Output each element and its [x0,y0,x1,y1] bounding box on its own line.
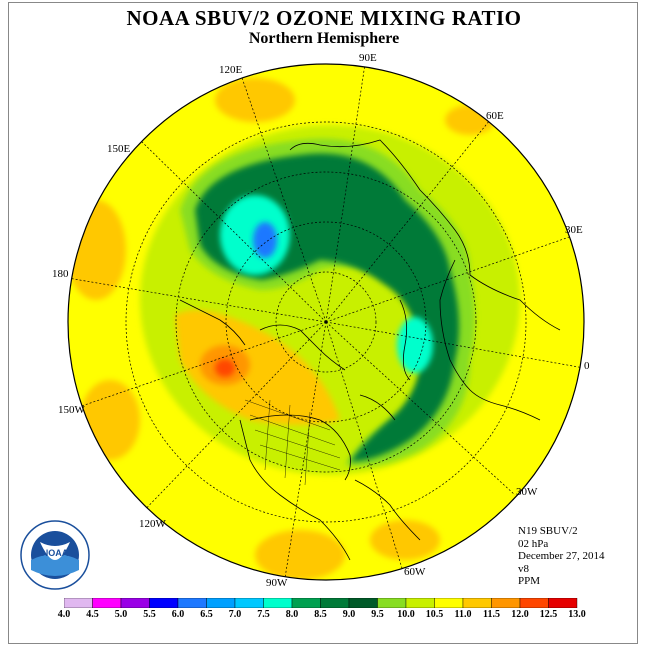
lon-label-30w: 30W [516,486,538,498]
info-pressure: 02 hPa [518,537,549,550]
colorbar-tick-label: 8.0 [285,609,299,620]
lon-label-30e: 30E [565,224,583,236]
colorbar-swatch [434,598,464,608]
colorbar-swatch [348,598,378,608]
colorbar-swatch [320,598,350,608]
info-version: v8 [518,562,529,575]
colorbar-swatch [491,598,521,608]
coastlines [179,139,561,561]
noaa-logo: NOAA [20,520,90,590]
colorbar-swatch [519,598,549,608]
colorbar-tick-label: 9.5 [371,609,384,620]
colorbar-tick-label: 9.0 [342,609,356,620]
lon-label-60w: 60W [404,566,426,578]
colorbar-tick-label: 11.5 [483,609,500,620]
lon-label-60e: 60E [486,110,504,122]
state-boundaries [244,399,341,486]
colorbar-tick-label: 8.5 [314,609,327,620]
colorbar-tick-label: 10.5 [425,609,444,620]
lon-label-90e: 90E [359,52,377,64]
colorbar-tick-label: 6.0 [171,609,185,620]
colorbar [64,598,578,608]
lon-label-90w: 90W [266,577,288,589]
colorbar-tick-label: 4.5 [86,609,99,620]
colorbar-tick-label: 4.0 [57,609,71,620]
ozone-field [68,64,584,580]
colorbar-tick-label: 5.0 [114,609,128,620]
lon-label-180: 180 [52,268,69,280]
colorbar-swatch [149,598,179,608]
colorbar-swatch [291,598,321,608]
colorbar-tick-label: 10.0 [397,609,415,620]
colorbar-tick-label: 11.0 [454,609,472,620]
colorbar-swatch [548,598,578,608]
colorbar-swatch [120,598,150,608]
lon-label-120w: 120W [139,518,166,530]
colorbar-tick-label: 12.5 [539,609,558,620]
colorbar-swatch [462,598,492,608]
colorbar-tick-label: 13.0 [568,609,586,620]
colorbar-swatch [177,598,207,608]
map-title: NOAA SBUV/2 OZONE MIXING RATIO [126,6,522,30]
colorbar-swatch [263,598,293,608]
lon-label-120e: 120E [219,64,243,76]
colorbar-swatch [64,598,93,608]
colorbar-tick-label: 5.5 [143,609,156,620]
lon-label-0: 0 [584,360,590,372]
colorbar-tick-label: 7.5 [257,609,270,620]
colorbar-swatch [405,598,435,608]
colorbar-swatch [377,598,407,608]
colorbar-swatch [234,598,264,608]
info-block: N19 SBUV/2 02 hPa December 27, 2014 v8 P… [518,525,604,588]
noaa-logo-text: NOAA [42,548,69,558]
colorbar-swatch [92,598,122,608]
colorbar-swatch [206,598,236,608]
map-subtitle: Northern Hemisphere [248,30,400,47]
lon-label-150w: 150W [58,404,85,416]
figure-frame [8,2,638,644]
colorbar-tick-label: 12.0 [511,609,529,620]
lon-label-150e: 150E [107,143,131,155]
info-instrument: N19 SBUV/2 [518,525,578,537]
hemisphere-outline [67,63,585,581]
info-units: PPM [518,575,541,587]
colorbar-tick-label: 7.0 [228,609,242,620]
info-date: December 27, 2014 [518,550,605,562]
graticule [68,64,584,579]
colorbar-tick-label: 6.5 [200,609,213,620]
